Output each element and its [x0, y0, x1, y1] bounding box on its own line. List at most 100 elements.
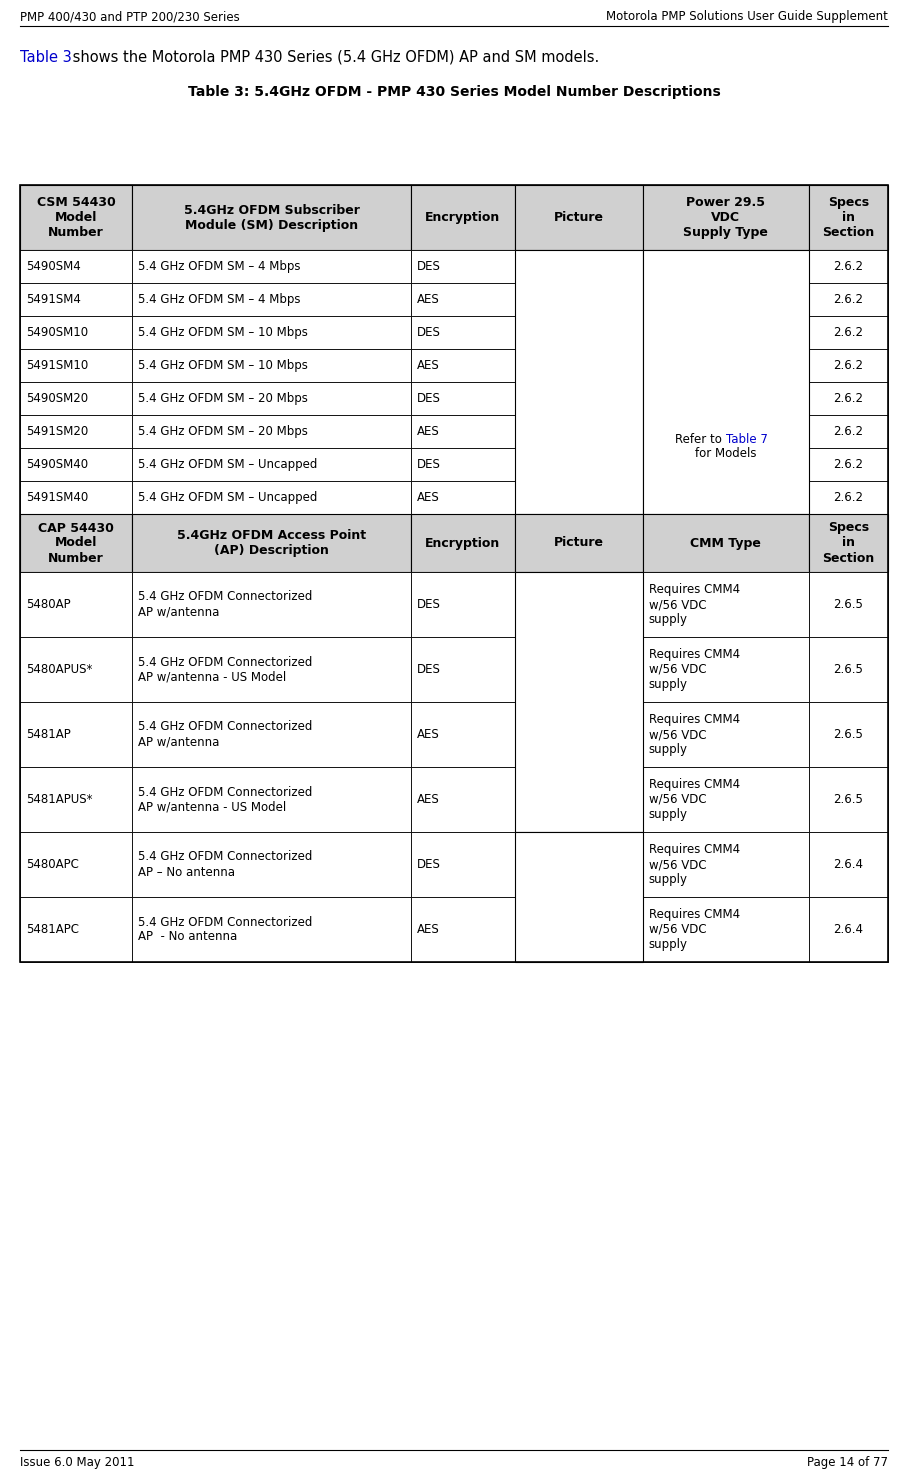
Bar [515, 185, 643, 250]
Bar [809, 832, 888, 897]
Bar [809, 349, 888, 381]
Text: 5.4 GHz OFDM Connectorized
AP w/antenna - US Model: 5.4 GHz OFDM Connectorized AP w/antenna … [138, 785, 312, 813]
Text: Issue 6.0 May 2011: Issue 6.0 May 2011 [20, 1456, 134, 1469]
Bar [643, 572, 809, 637]
Text: DES: DES [417, 599, 440, 610]
Text: 5480APUS*: 5480APUS* [26, 664, 93, 675]
Text: 5.4 GHz OFDM SM – 20 Mbps: 5.4 GHz OFDM SM – 20 Mbps [138, 392, 308, 405]
Bar [410, 897, 515, 962]
Text: 5.4GHz OFDM Subscriber
Module (SM) Description: 5.4GHz OFDM Subscriber Module (SM) Descr… [183, 204, 360, 232]
Text: Requires CMM4
w/56 VDC
supply: Requires CMM4 w/56 VDC supply [649, 582, 740, 627]
Bar [515, 250, 643, 514]
Bar [809, 381, 888, 415]
Bar [133, 832, 410, 897]
Text: 5480APC: 5480APC [26, 859, 79, 871]
Bar [809, 316, 888, 349]
Text: 5481APUS*: 5481APUS* [26, 794, 93, 806]
Text: 2.6.2: 2.6.2 [834, 359, 864, 372]
Text: 5.4 GHz OFDM SM – Uncapped: 5.4 GHz OFDM SM – Uncapped [138, 458, 318, 471]
Bar [809, 415, 888, 448]
Bar [643, 702, 809, 767]
Text: 2.6.5: 2.6.5 [834, 794, 864, 806]
Text: 5490SM4: 5490SM4 [26, 260, 81, 273]
Bar [133, 702, 410, 767]
Bar [643, 897, 809, 962]
Text: 5.4 GHz OFDM SM – 20 Mbps: 5.4 GHz OFDM SM – 20 Mbps [138, 426, 308, 437]
Text: Encryption: Encryption [425, 211, 500, 225]
Text: 5.4 GHz OFDM SM – Uncapped: 5.4 GHz OFDM SM – Uncapped [138, 491, 318, 504]
Text: CMM Type: CMM Type [690, 537, 761, 550]
Text: CAP 54430
Model
Number: CAP 54430 Model Number [38, 522, 114, 565]
Bar [20, 250, 133, 282]
Text: DES: DES [417, 327, 440, 338]
Text: DES: DES [417, 392, 440, 405]
Text: CSM 54430
Model
Number: CSM 54430 Model Number [37, 197, 115, 239]
Bar [410, 185, 515, 250]
Bar [20, 316, 133, 349]
Bar [133, 572, 410, 637]
Text: 5.4 GHz OFDM Connectorized
AP – No antenna: 5.4 GHz OFDM Connectorized AP – No anten… [138, 850, 312, 878]
Bar [643, 185, 809, 250]
Bar [515, 572, 643, 832]
Text: Encryption: Encryption [425, 537, 500, 550]
Text: AES: AES [417, 922, 439, 936]
Bar [643, 637, 809, 702]
Text: 2.6.5: 2.6.5 [834, 664, 864, 675]
Text: 5.4 GHz OFDM Connectorized
AP w/antenna - US Model: 5.4 GHz OFDM Connectorized AP w/antenna … [138, 656, 312, 683]
Bar [809, 448, 888, 480]
Bar [809, 514, 888, 572]
Bar [20, 282, 133, 316]
Text: 5491SM40: 5491SM40 [26, 491, 88, 504]
Bar [20, 185, 888, 962]
Bar [133, 448, 410, 480]
Text: 5.4 GHz OFDM Connectorized
AP w/antenna: 5.4 GHz OFDM Connectorized AP w/antenna [138, 720, 312, 748]
Bar [133, 767, 410, 832]
Bar [410, 637, 515, 702]
Text: 5490SM20: 5490SM20 [26, 392, 88, 405]
Bar [643, 832, 809, 897]
Text: 2.6.2: 2.6.2 [834, 426, 864, 437]
Bar [809, 250, 888, 282]
Text: Picture: Picture [554, 211, 604, 225]
Text: AES: AES [417, 729, 439, 740]
Text: Requires CMM4
w/56 VDC
supply: Requires CMM4 w/56 VDC supply [649, 647, 740, 692]
Bar [20, 448, 133, 480]
Text: 2.6.2: 2.6.2 [834, 260, 864, 273]
Text: 5481APC: 5481APC [26, 922, 79, 936]
Text: 5.4 GHz OFDM SM – 10 Mbps: 5.4 GHz OFDM SM – 10 Mbps [138, 327, 308, 338]
Bar [133, 480, 410, 514]
Bar [809, 480, 888, 514]
Text: AES: AES [417, 491, 439, 504]
Bar [20, 381, 133, 415]
Bar [133, 514, 410, 572]
Text: 2.6.5: 2.6.5 [834, 729, 864, 740]
Bar [809, 767, 888, 832]
Bar [133, 185, 410, 250]
Bar [410, 480, 515, 514]
Text: Requires CMM4
w/56 VDC
supply: Requires CMM4 w/56 VDC supply [649, 777, 740, 820]
Bar [410, 250, 515, 282]
Text: Table 3: 5.4GHz OFDM - PMP 430 Series Model Number Descriptions: Table 3: 5.4GHz OFDM - PMP 430 Series Mo… [188, 86, 720, 99]
Text: 5.4 GHz OFDM SM – 4 Mbps: 5.4 GHz OFDM SM – 4 Mbps [138, 293, 301, 306]
Bar [643, 767, 809, 832]
Text: 2.6.2: 2.6.2 [834, 293, 864, 306]
Bar [410, 316, 515, 349]
Text: for Models: for Models [696, 448, 756, 460]
Bar [410, 381, 515, 415]
Text: AES: AES [417, 293, 439, 306]
Text: DES: DES [417, 260, 440, 273]
Bar [410, 572, 515, 637]
Text: PMP 400/430 and PTP 200/230 Series: PMP 400/430 and PTP 200/230 Series [20, 10, 240, 24]
Bar [20, 897, 133, 962]
Bar [809, 702, 888, 767]
Text: Motorola PMP Solutions User Guide Supplement: Motorola PMP Solutions User Guide Supple… [607, 10, 888, 24]
Bar [410, 832, 515, 897]
Bar [809, 185, 888, 250]
Bar [410, 514, 515, 572]
Text: Requires CMM4
w/56 VDC
supply: Requires CMM4 w/56 VDC supply [649, 712, 740, 757]
Text: Power 29.5
VDC
Supply Type: Power 29.5 VDC Supply Type [684, 197, 768, 239]
Text: 5.4 GHz OFDM SM – 4 Mbps: 5.4 GHz OFDM SM – 4 Mbps [138, 260, 301, 273]
Text: 2.6.2: 2.6.2 [834, 458, 864, 471]
Text: Picture: Picture [554, 537, 604, 550]
Text: 5490SM40: 5490SM40 [26, 458, 88, 471]
